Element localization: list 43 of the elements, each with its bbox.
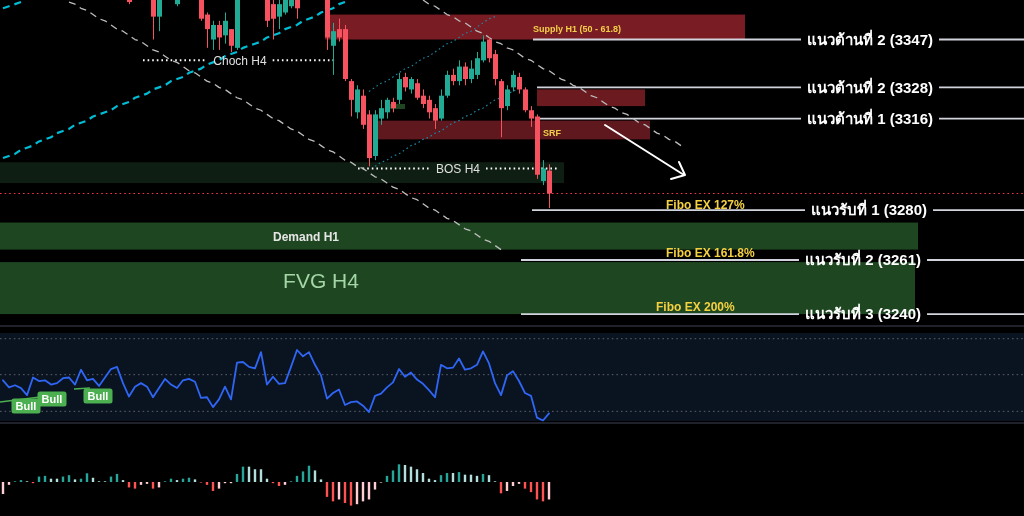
text: Fibo EX 161.8%	[666, 246, 756, 260]
ref-line-label: Choch H4	[213, 53, 267, 68]
candlestick	[463, 61, 468, 86]
candlestick	[523, 86, 528, 113]
ref-line-label: แนวรับที่ 1 (3280)	[810, 199, 928, 219]
candlestick	[223, 11, 228, 45]
ref-line-label: แนวรับที่ 3 (3240)	[804, 303, 922, 323]
candlestick	[547, 163, 552, 209]
candlestick	[403, 72, 408, 93]
candlestick	[511, 70, 516, 93]
ref-line-label: แนวต้านที่ 1 (3316)	[806, 107, 934, 127]
bar	[319, 479, 323, 482]
text: Fibo EX 200%	[656, 300, 736, 314]
candlestick	[211, 20, 216, 51]
annotation: Fibo EX 127%	[666, 198, 746, 212]
candlestick	[151, 0, 156, 41]
candlestick	[397, 72, 402, 105]
candlestick	[355, 84, 360, 120]
bar	[193, 479, 197, 482]
bar	[73, 479, 77, 482]
candlestick	[541, 159, 546, 186]
candlestick	[349, 78, 354, 117]
ref-line-label: แนวต้านที่ 2 (3347)	[806, 28, 934, 48]
annotation: Bull	[87, 390, 109, 402]
candlestick	[229, 28, 234, 53]
band-label: Supply H1 (50 - 61.8)	[533, 24, 622, 35]
candlestick	[517, 72, 522, 95]
ref-line-label: แนวรับที่ 2 (3261)	[804, 249, 922, 269]
candlestick	[505, 84, 510, 111]
candlestick	[445, 70, 450, 99]
annotation: Bull	[15, 400, 37, 412]
candlestick	[157, 0, 162, 32]
annotation: Bull	[41, 393, 63, 405]
candlestick	[439, 88, 444, 122]
band-label: Demand H1	[272, 230, 340, 245]
band-label: FVG H4	[283, 269, 360, 293]
candlestick	[457, 59, 462, 86]
ref-line-label: แนวต้านที่ 2 (3328)	[806, 76, 934, 96]
candlestick	[295, 0, 300, 20]
ref-line-label: BOS H4	[435, 161, 481, 176]
candlestick	[217, 20, 222, 51]
candlestick	[331, 22, 336, 76]
band-label: SRF	[543, 128, 562, 139]
